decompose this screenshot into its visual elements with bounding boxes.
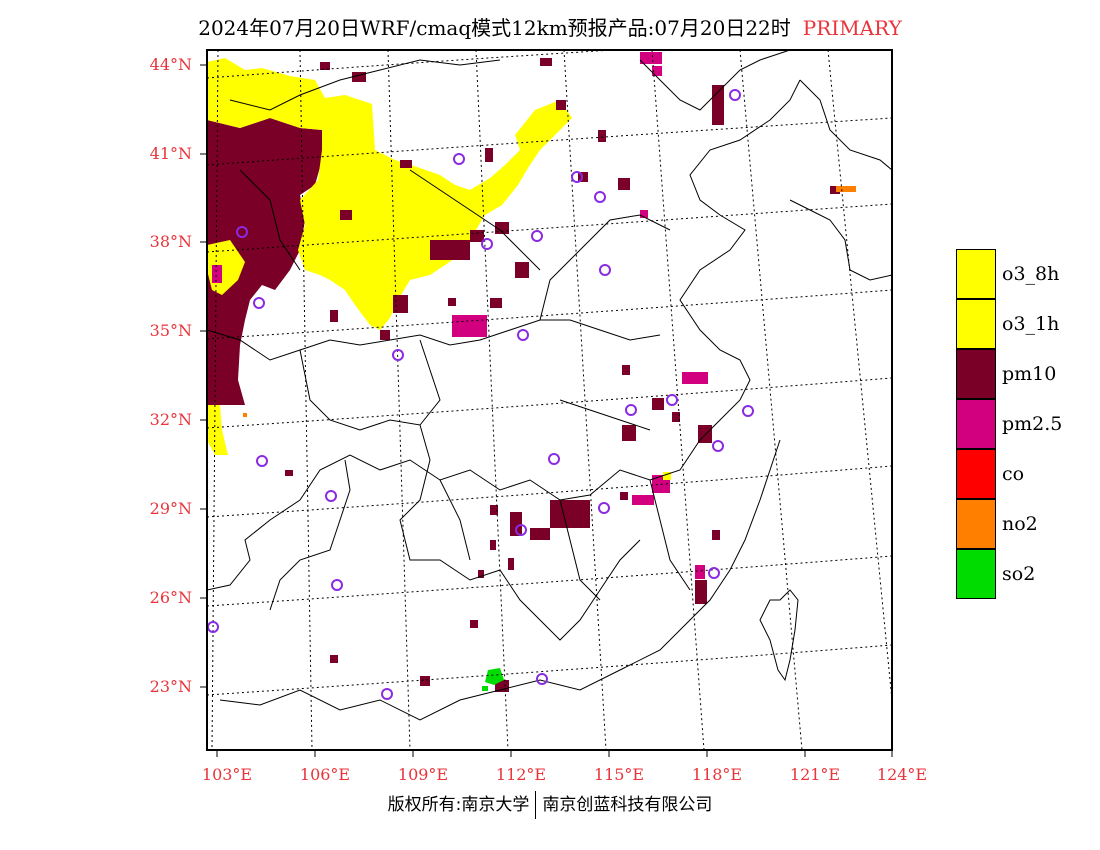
legend-label: no2 <box>1002 513 1038 535</box>
pm10-region-west <box>207 118 322 405</box>
legend-swatch <box>956 349 996 399</box>
lon-label-109: 109°E <box>397 765 449 784</box>
lat-label-32: 32°N <box>149 410 192 429</box>
legend-swatch <box>956 249 996 299</box>
legend-swatch <box>956 449 996 499</box>
o3-region-north <box>207 58 572 330</box>
lon-label-118: 118°E <box>691 765 743 784</box>
title-tag: PRIMARY <box>802 16 902 40</box>
no2-patch-small <box>243 413 247 417</box>
boundaries <box>207 50 892 721</box>
legend-swatch <box>956 299 996 349</box>
legend-item-no2: no2 <box>956 499 1096 549</box>
legend-item-co: co <box>956 449 1096 499</box>
map-frame <box>206 49 893 751</box>
lon-label-112: 112°E <box>495 765 547 784</box>
legend-label: o3_1h <box>1002 313 1060 335</box>
lat-label-35: 35°N <box>149 321 192 340</box>
legend-item-pm10: pm10 <box>956 349 1096 399</box>
legend-label: co <box>1002 463 1025 485</box>
so2-patch-small <box>482 686 488 691</box>
map-content <box>207 50 892 750</box>
legend-label: o3_8h <box>1002 263 1060 285</box>
lat-label-23: 23°N <box>149 677 192 696</box>
lat-label-41: 41°N <box>149 144 192 163</box>
legend-label: pm10 <box>1002 363 1057 385</box>
station-markers <box>207 89 754 700</box>
lon-label-103: 103°E <box>201 765 253 784</box>
legend-item-pm25: pm2.5 <box>956 399 1096 449</box>
o3-region-southwest <box>207 405 228 455</box>
legend-item-o3-1h: o3_1h <box>956 299 1096 349</box>
map-title: 2024年07月20日WRF/cmaq模式12km预报产品:07月20日22时 P… <box>0 12 1100 41</box>
axis-ticks <box>200 64 893 757</box>
title-main: 2024年07月20日WRF/cmaq模式12km预报产品:07月20日22时 <box>198 16 791 40</box>
lat-label-29: 29°N <box>149 499 192 518</box>
legend-label: pm2.5 <box>1002 413 1063 435</box>
legend-item-o3-8h: o3_8h <box>956 249 1096 299</box>
lat-label-26: 26°N <box>149 588 192 607</box>
lat-label-38: 38°N <box>149 232 192 251</box>
legend-swatch <box>956 549 996 599</box>
footer-left: 版权所有:南京大学 <box>387 795 530 815</box>
lat-label-44: 44°N <box>149 55 192 74</box>
legend-swatch <box>956 399 996 449</box>
no2-patch <box>836 186 856 192</box>
footer-separator <box>535 791 537 819</box>
legend-swatch <box>956 499 996 549</box>
so2-patch <box>485 668 504 685</box>
lon-label-115: 115°E <box>593 765 645 784</box>
o3-patch-small <box>663 472 671 480</box>
footer-right: 南京创蓝科技有限公司 <box>542 795 713 815</box>
legend-item-so2: so2 <box>956 549 1096 599</box>
lon-label-121: 121°E <box>789 765 841 784</box>
lon-label-106: 106°E <box>299 765 351 784</box>
footer-copyright: 版权所有:南京大学 南京创蓝科技有限公司 <box>0 790 1100 819</box>
lon-label-124: 124°E <box>876 765 928 784</box>
legend-label: so2 <box>1002 563 1036 585</box>
